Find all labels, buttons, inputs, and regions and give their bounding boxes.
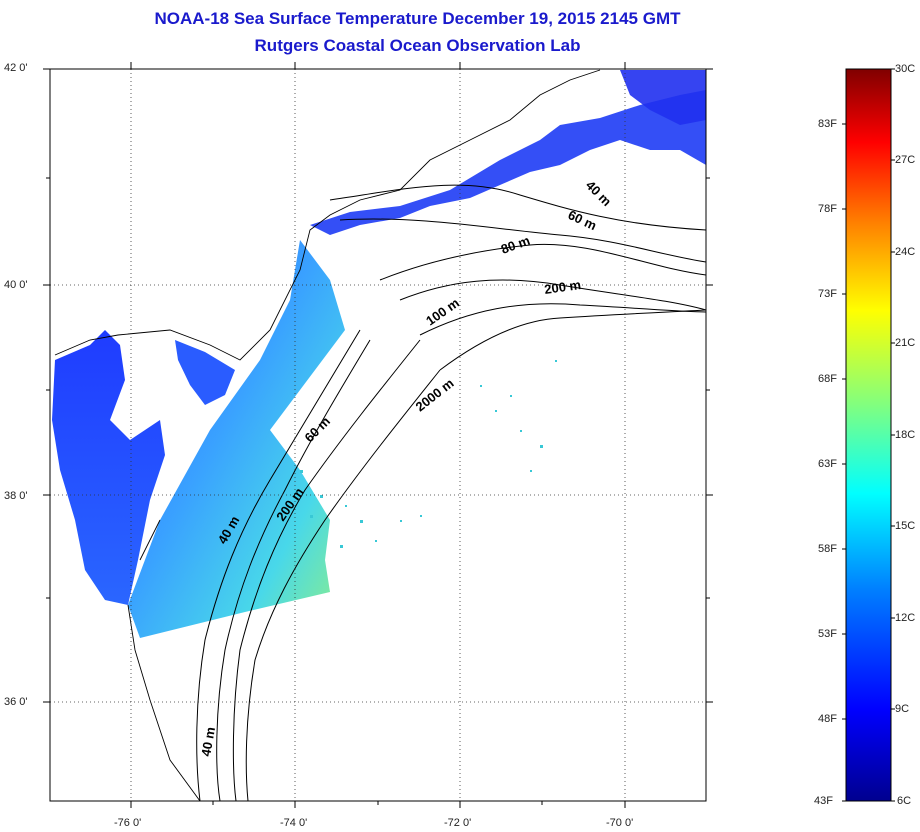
lon-label-70: -70 0' — [606, 817, 634, 829]
cbar-f-68: 68F — [818, 373, 837, 385]
contour-label-100m: 100 m — [423, 295, 462, 328]
coastline — [54, 69, 601, 801]
cbar-f-73: 73F — [818, 288, 837, 300]
cbar-c-15: 15C — [895, 520, 916, 532]
cbar-f-58: 58F — [818, 543, 837, 555]
cbar-f-78: 78F — [818, 203, 837, 215]
cbar-c-30: 30C — [895, 63, 916, 75]
cbar-c-6: 6C — [897, 795, 912, 807]
sst-swath — [128, 240, 345, 638]
cbar-f-43: 43F — [814, 795, 833, 807]
scatter-pixels — [300, 360, 557, 548]
contour-label-40m-south: 40 m — [198, 726, 218, 758]
cbar-c-27: 27C — [895, 154, 916, 166]
delaware-bay — [175, 340, 235, 405]
contour-label-80m: 80 m — [499, 233, 532, 257]
axis-ticks — [43, 62, 713, 808]
cbar-f-83: 83F — [818, 118, 837, 130]
contour-label-2000m: 2000 m — [413, 375, 457, 414]
cbar-f-53: 53F — [818, 628, 837, 640]
cbar-c-24: 24C — [895, 246, 916, 258]
contour-label-200m-north: 200 m — [543, 277, 582, 297]
colorbar-ticks — [842, 68, 895, 802]
lat-label-40: 40 0' — [4, 279, 28, 291]
cbar-c-9: 9C — [895, 703, 910, 715]
map-subtitle: Rutgers Coastal Ocean Observation Lab — [254, 36, 581, 55]
cbar-c-12: 12C — [895, 612, 916, 624]
lat-label-36: 36 0' — [4, 696, 28, 708]
gulf-of-maine-waters — [620, 70, 706, 125]
graticule — [50, 69, 706, 801]
map-title: NOAA-18 Sea Surface Temperature December… — [154, 9, 681, 28]
lon-label-74: -74 0' — [280, 817, 308, 829]
lat-label-38: 38 0' — [4, 490, 28, 502]
chesapeake-bay — [52, 330, 165, 605]
new-england-waters — [310, 90, 706, 235]
contour-label-40m-north: 40 m — [583, 178, 615, 210]
bathymetry-contours — [196, 184, 706, 801]
contour-label-60m-north: 60 m — [566, 207, 599, 233]
lon-label-76: -76 0' — [114, 817, 142, 829]
lon-label-72: -72 0' — [444, 817, 472, 829]
cbar-f-63: 63F — [818, 458, 837, 470]
cbar-c-21: 21C — [895, 337, 916, 349]
cbar-f-48: 48F — [818, 713, 837, 725]
colorbar — [845, 68, 892, 802]
contour-label-60m-south: 60 m — [302, 414, 334, 446]
lat-label-42: 42 0' — [4, 62, 28, 74]
cbar-c-18: 18C — [895, 429, 916, 441]
